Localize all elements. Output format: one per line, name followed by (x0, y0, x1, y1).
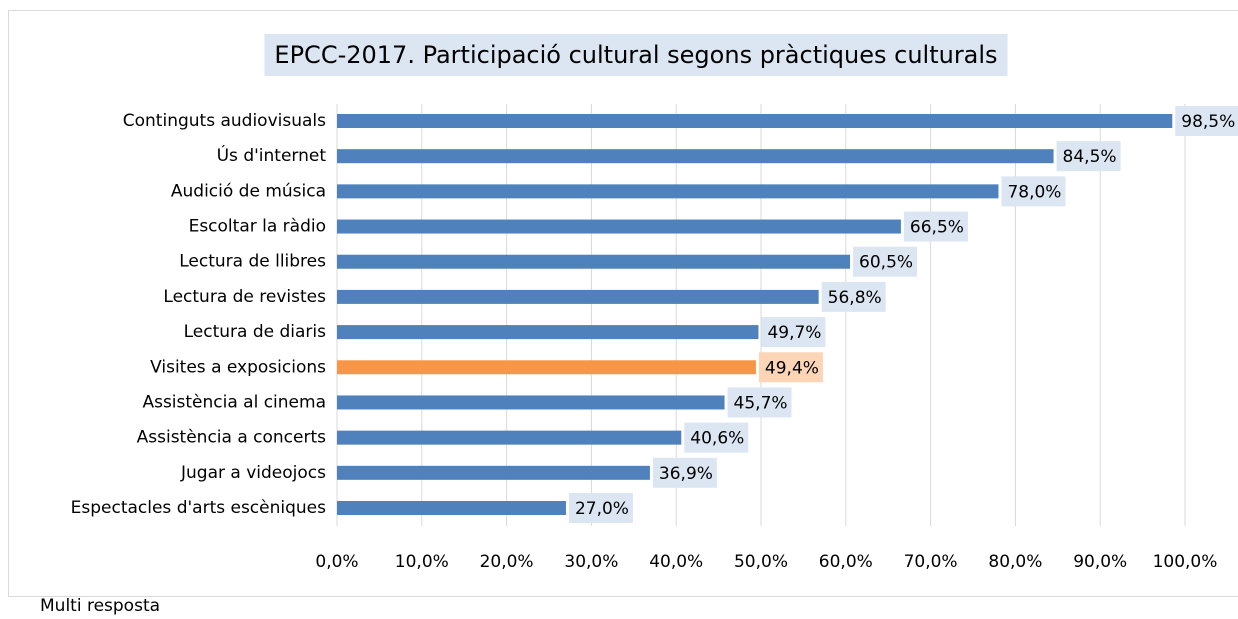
x-tick-label: 0,0% (315, 552, 358, 572)
note: Multi resposta (40, 596, 160, 616)
y-tick-label: Assistència al cinema (142, 392, 326, 412)
x-tick-label: 100,0% (1153, 552, 1218, 572)
value-label-background (652, 457, 717, 488)
value-label: 27,0% (575, 499, 629, 519)
value-label: 98,5% (1181, 112, 1235, 132)
x-tick-label: 30,0% (564, 552, 618, 572)
bar (337, 395, 725, 410)
y-tick-label: Lectura de diaris (184, 322, 327, 342)
value-label: 40,6% (690, 429, 744, 449)
value-label: 66,5% (910, 218, 964, 238)
bar (337, 254, 851, 269)
y-tick-label: Escoltar la ràdio (189, 217, 326, 237)
y-tick-label: Lectura de llibres (179, 252, 326, 272)
value-label-background (758, 352, 823, 383)
value-label: 56,8% (828, 288, 882, 308)
bar (337, 325, 759, 340)
bar (337, 114, 1173, 128)
title-background (264, 34, 1008, 76)
x-tick-label: 80,0% (988, 552, 1042, 572)
value-label: 78,0% (1007, 182, 1061, 202)
value-label-background (761, 317, 826, 348)
value-label-background (1001, 176, 1066, 207)
value-label: 45,7% (734, 393, 788, 413)
value-label-background (821, 281, 886, 312)
value-label-background (853, 246, 918, 277)
value-label: 49,7% (767, 323, 821, 343)
x-tick-label: 40,0% (649, 552, 703, 572)
y-tick-label: Jugar a videojocs (180, 463, 326, 483)
bar (337, 219, 901, 234)
bar (337, 149, 1054, 164)
y-tick-label: Continguts audiovisuals (123, 111, 326, 131)
x-tick-label: 20,0% (480, 552, 534, 572)
bar (337, 360, 756, 375)
bar (337, 184, 999, 199)
value-label: 84,5% (1063, 147, 1117, 167)
x-tick-label: 70,0% (904, 552, 958, 572)
x-tick-label: 10,0% (395, 552, 449, 572)
value-label-background (1175, 106, 1238, 136)
bar (337, 465, 650, 480)
chart-title: EPCC-2017. Participació cultural segons … (274, 41, 997, 69)
value-label: 36,9% (659, 464, 713, 484)
y-tick-label: Ús d'internet (217, 144, 327, 166)
bar (337, 289, 819, 304)
value-label-background (1056, 141, 1121, 172)
value-label: 49,4% (765, 358, 819, 378)
x-tick-label: 90,0% (1073, 552, 1127, 572)
bar (337, 501, 566, 515)
y-tick-label: Lectura de revistes (163, 287, 326, 307)
y-tick-label: Espectacles d'arts escèniques (71, 498, 327, 518)
bar (337, 430, 682, 445)
value-label: 60,5% (859, 253, 913, 273)
x-tick-label: 50,0% (734, 552, 788, 572)
value-label-background (727, 387, 792, 418)
y-tick-label: Visites a exposicions (150, 357, 326, 377)
value-label-background (903, 211, 968, 242)
x-tick-label: 60,0% (819, 552, 873, 572)
value-label-background (684, 422, 749, 453)
y-tick-label: Assistència a concerts (137, 428, 327, 448)
y-tick-label: Audició de música (171, 181, 326, 201)
value-label-background (568, 493, 633, 523)
